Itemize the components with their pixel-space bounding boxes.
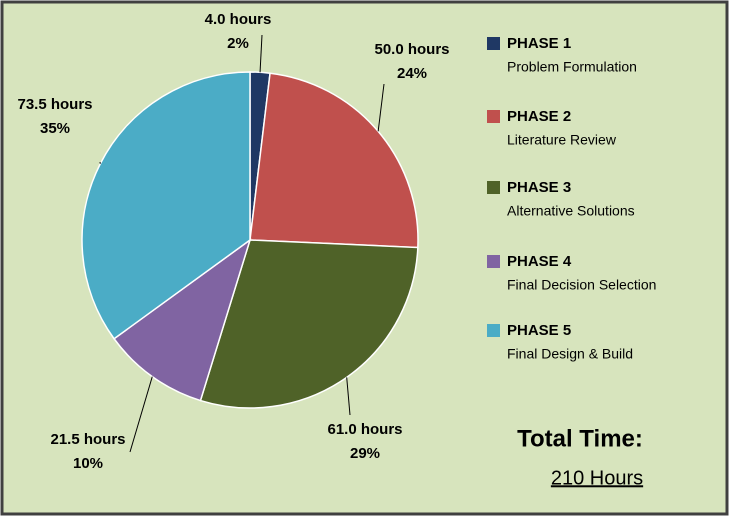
legend-swatch — [487, 255, 500, 268]
legend-description: Final Design & Build — [507, 346, 633, 362]
value-label: 73.5 hours — [17, 96, 92, 113]
legend-label: PHASE 2 — [507, 108, 571, 125]
percent-label: 24% — [397, 65, 427, 82]
percent-label: 29% — [350, 445, 380, 462]
value-label: 4.0 hours — [205, 11, 272, 28]
legend-swatch — [487, 37, 500, 50]
legend-label: PHASE 3 — [507, 179, 571, 196]
total-value: 210 Hours — [551, 467, 643, 489]
percent-label: 10% — [73, 455, 103, 472]
legend-description: Alternative Solutions — [507, 203, 635, 219]
legend-label: PHASE 1 — [507, 35, 571, 52]
legend-swatch — [487, 110, 500, 123]
legend-description: Problem Formulation — [507, 59, 637, 75]
total-title: Total Time: — [517, 425, 643, 452]
percent-label: 2% — [227, 35, 249, 52]
legend-description: Literature Review — [507, 132, 617, 148]
legend-label: PHASE 4 — [507, 253, 572, 270]
value-label: 61.0 hours — [327, 421, 402, 438]
legend-swatch — [487, 324, 500, 337]
value-label: 50.0 hours — [374, 41, 449, 58]
legend-swatch — [487, 181, 500, 194]
legend-label: PHASE 5 — [507, 322, 571, 339]
percent-label: 35% — [40, 120, 70, 137]
value-label: 21.5 hours — [50, 431, 125, 448]
legend-description: Final Decision Selection — [507, 277, 656, 293]
